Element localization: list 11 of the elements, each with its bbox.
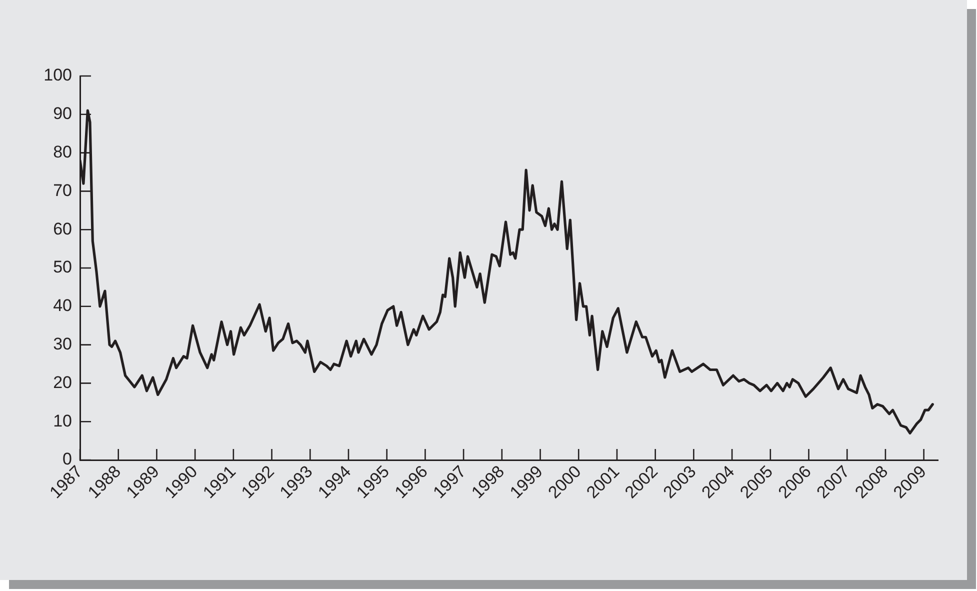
y-tick-label: 70 [53,180,72,200]
y-tick-label: 50 [53,258,72,277]
y-tick-label: 90 [53,104,72,124]
y-tick-label: 80 [53,142,72,162]
y-tick-label: 20 [53,372,72,392]
y-tick-label: 30 [53,334,72,354]
y-tick-label: 10 [53,411,72,430]
y-tick-label: 0 [62,450,72,469]
y-tick-label: 60 [53,219,72,238]
y-tick-label: 40 [53,296,72,316]
y-tick-label: 100 [44,66,72,85]
